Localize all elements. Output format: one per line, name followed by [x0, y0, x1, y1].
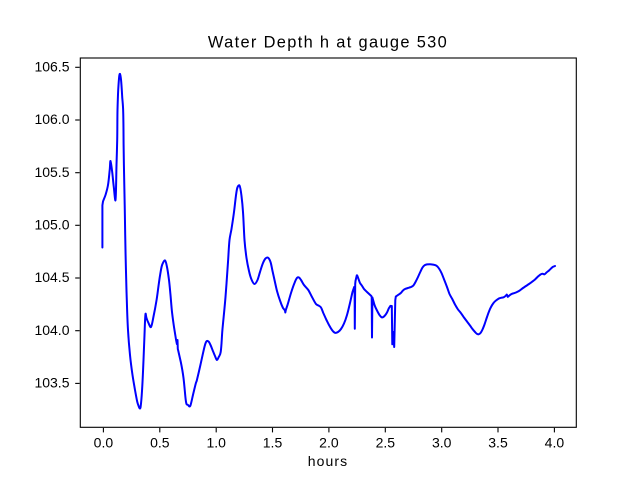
svg-text:3.5: 3.5 [488, 435, 508, 451]
svg-text:105.5: 105.5 [34, 164, 69, 180]
svg-text:105.0: 105.0 [34, 217, 69, 233]
svg-text:2.5: 2.5 [376, 435, 396, 451]
svg-text:0.0: 0.0 [94, 435, 114, 451]
svg-text:103.5: 103.5 [34, 375, 69, 391]
svg-text:0.5: 0.5 [150, 435, 170, 451]
svg-text:104.0: 104.0 [34, 322, 69, 338]
svg-text:106.5: 106.5 [34, 59, 69, 75]
svg-text:1.0: 1.0 [206, 435, 226, 451]
svg-text:hours: hours [308, 453, 349, 469]
svg-text:Water Depth h at gauge 530: Water Depth h at gauge 530 [208, 34, 448, 52]
svg-text:3.0: 3.0 [432, 435, 452, 451]
svg-text:1.5: 1.5 [263, 435, 283, 451]
svg-text:106.0: 106.0 [34, 111, 69, 127]
svg-text:2.0: 2.0 [319, 435, 339, 451]
svg-text:4.0: 4.0 [545, 435, 565, 451]
svg-text:104.5: 104.5 [34, 269, 69, 285]
